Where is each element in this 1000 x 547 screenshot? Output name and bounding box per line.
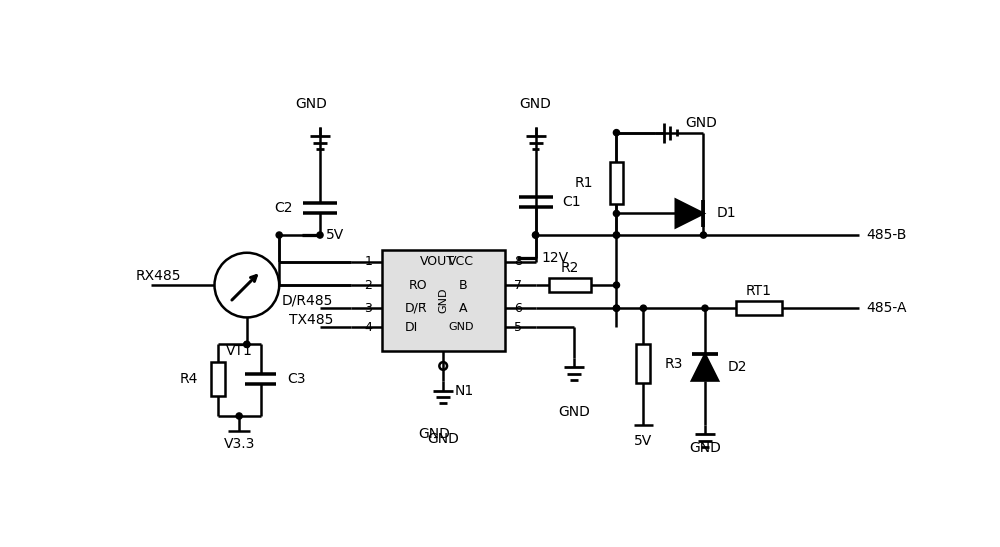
Bar	[211, 362, 225, 397]
Polygon shape	[692, 354, 718, 381]
Bar	[636, 345, 650, 383]
Text: B: B	[459, 278, 468, 292]
Bar	[610, 161, 623, 204]
Circle shape	[317, 232, 323, 238]
Circle shape	[700, 232, 707, 238]
Bar	[736, 301, 782, 315]
Circle shape	[533, 232, 539, 238]
Text: RT1: RT1	[746, 284, 772, 298]
Text: V3.3: V3.3	[223, 438, 255, 451]
Circle shape	[613, 211, 620, 217]
Text: 6: 6	[514, 302, 522, 315]
Text: GND: GND	[418, 427, 450, 441]
Text: 4: 4	[364, 321, 372, 334]
Text: TX485: TX485	[289, 313, 334, 327]
Text: RX485: RX485	[135, 269, 181, 283]
Text: VCC: VCC	[448, 255, 474, 269]
Circle shape	[244, 341, 250, 347]
Text: 2: 2	[364, 278, 372, 292]
Text: 7: 7	[514, 278, 522, 292]
Text: 5V: 5V	[634, 434, 653, 447]
Text: R4: R4	[180, 372, 198, 386]
Circle shape	[533, 232, 539, 238]
Text: D2: D2	[728, 360, 748, 375]
Circle shape	[613, 232, 620, 238]
Text: 8: 8	[514, 255, 522, 269]
Text: 5: 5	[514, 321, 522, 334]
Text: C1: C1	[563, 195, 581, 209]
Text: VT1: VT1	[226, 344, 253, 358]
Text: GND: GND	[448, 322, 474, 333]
Circle shape	[613, 282, 620, 288]
Text: GND: GND	[558, 405, 590, 419]
Text: 5V: 5V	[326, 228, 344, 242]
Circle shape	[640, 305, 646, 311]
Circle shape	[613, 232, 620, 238]
Text: 485-A: 485-A	[867, 301, 907, 315]
Text: 12V: 12V	[542, 251, 569, 265]
Text: GND: GND	[520, 97, 552, 111]
Text: GND: GND	[295, 97, 327, 111]
Text: N1: N1	[455, 383, 474, 398]
Text: 3: 3	[364, 302, 372, 315]
Text: R2: R2	[561, 261, 579, 275]
Bar	[382, 251, 505, 351]
Polygon shape	[676, 200, 703, 228]
Circle shape	[236, 413, 242, 419]
Circle shape	[613, 130, 620, 136]
Text: R1: R1	[575, 176, 593, 190]
Text: GND: GND	[427, 432, 459, 446]
Text: GND: GND	[438, 288, 448, 313]
Circle shape	[702, 305, 708, 311]
Text: 1: 1	[364, 255, 372, 269]
Bar	[549, 278, 591, 292]
Text: D/R̄: D/R̄	[405, 302, 427, 315]
Circle shape	[244, 341, 250, 347]
Text: 485-B: 485-B	[867, 228, 907, 242]
Text: VOUT: VOUT	[420, 255, 455, 269]
Circle shape	[613, 305, 620, 311]
Text: D1: D1	[717, 206, 736, 220]
Text: C3: C3	[288, 372, 306, 386]
Text: DI: DI	[405, 321, 418, 334]
Text: GND: GND	[689, 441, 721, 455]
Circle shape	[215, 253, 279, 317]
Text: D/R485: D/R485	[282, 294, 333, 307]
Text: C2: C2	[275, 201, 293, 215]
Text: A: A	[459, 302, 468, 315]
Text: R3: R3	[665, 357, 683, 371]
Text: GND: GND	[686, 117, 718, 130]
Circle shape	[276, 232, 282, 238]
Circle shape	[613, 305, 620, 311]
Text: RO: RO	[409, 278, 427, 292]
